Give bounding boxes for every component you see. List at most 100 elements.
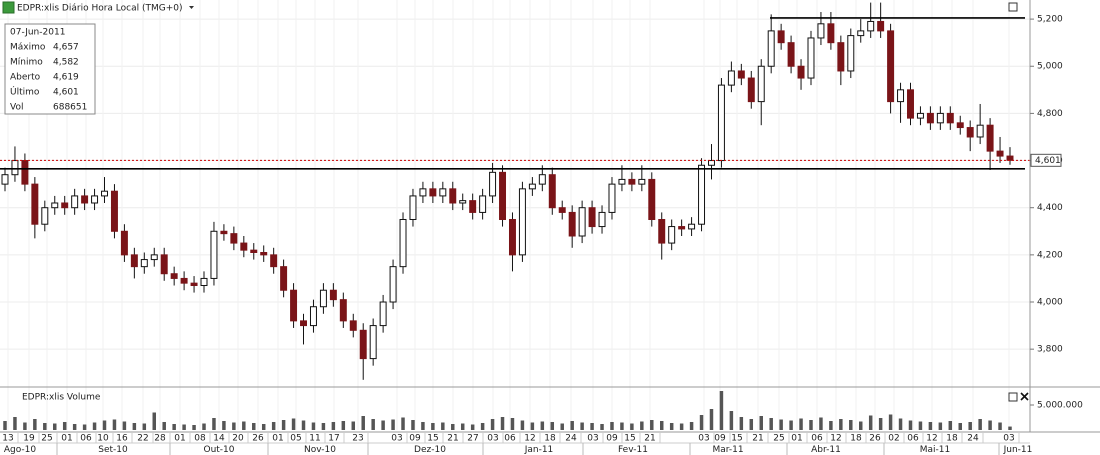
x-tick-label: 13	[2, 434, 13, 444]
x-month-label: Fev-11	[618, 445, 648, 455]
volume-bar	[689, 422, 694, 430]
candle-body	[558, 207, 566, 213]
y-tick-label: 4,000	[1037, 298, 1063, 308]
volume-bar	[341, 421, 346, 430]
volume-bar	[978, 419, 982, 430]
candle-body	[897, 89, 905, 103]
maximize-button[interactable]	[1008, 392, 1018, 402]
candle-body	[240, 242, 248, 251]
volume-bar	[908, 420, 913, 430]
info-value: 4,619	[53, 73, 79, 83]
x-tick-label: 24	[565, 434, 577, 444]
volume-bar	[998, 422, 1002, 430]
volume-bar	[13, 417, 17, 430]
candle-body	[787, 42, 795, 67]
volume-bar	[530, 422, 535, 430]
info-value: 688651	[53, 103, 87, 113]
volume-bar	[988, 420, 992, 430]
volume-bar	[550, 422, 555, 430]
volume-bar	[888, 414, 893, 430]
candle-body	[419, 188, 427, 197]
candle-body	[319, 289, 327, 308]
x-tick-label: 01	[791, 434, 802, 444]
candle-body	[548, 174, 556, 209]
volume-bar	[719, 391, 724, 430]
plot	[0, 2, 1030, 430]
x-tick-label: 03	[698, 434, 709, 444]
x-tick-label: 10	[97, 434, 109, 444]
candle-body	[966, 127, 974, 138]
candle-body	[200, 277, 208, 287]
volume-bar	[570, 421, 574, 430]
x-tick-label: 18	[850, 434, 862, 444]
volume-bar	[431, 423, 435, 430]
x-tick-label: 06	[504, 434, 516, 444]
candle-body	[907, 89, 914, 119]
volume-bar	[829, 421, 833, 430]
x-tick-label: 19	[23, 434, 35, 444]
x-tick-label: 05	[290, 434, 301, 444]
x-tick-label: 15	[427, 434, 438, 444]
candle-body	[867, 20, 875, 32]
candle-body	[499, 171, 507, 220]
candle-body	[280, 266, 288, 291]
volume-bar	[799, 418, 803, 430]
volume-bar	[3, 421, 7, 430]
y-tick-label: 5.000.000	[1037, 401, 1083, 411]
candle-body	[678, 226, 686, 230]
x-tick-label: 03	[391, 434, 402, 444]
volume-bar	[640, 421, 644, 430]
volume-bar	[560, 423, 564, 430]
candle-body	[668, 226, 676, 244]
candle-body	[489, 171, 497, 197]
candle-body	[518, 188, 526, 256]
x-month-label: Jan-11	[524, 445, 554, 455]
y-tick-label: 5,200	[1037, 15, 1063, 25]
volume-bar	[749, 419, 754, 430]
volume-bar	[162, 422, 166, 430]
volume-bar	[331, 422, 336, 430]
volume-bar	[669, 423, 674, 430]
candle-body	[469, 200, 477, 213]
candle-body	[449, 188, 457, 204]
x-tick-label: 17	[328, 434, 339, 444]
candle-body	[250, 249, 258, 254]
volume-bar	[600, 424, 604, 430]
candle-body	[708, 160, 715, 166]
x-tick-label: 16	[116, 434, 128, 444]
volume-title: EDPR:xlis Volume	[22, 393, 101, 403]
candle-body	[717, 84, 725, 162]
dropdown-arrow[interactable]	[189, 6, 194, 9]
candle-body	[688, 223, 696, 230]
candle-body	[439, 188, 447, 197]
volume-bar	[451, 424, 455, 430]
candle-body	[349, 320, 357, 331]
volume-bar	[391, 419, 395, 430]
volume-bar	[33, 419, 37, 430]
close-button[interactable]	[1020, 392, 1029, 401]
volume-bar	[212, 418, 216, 430]
volume-bar	[53, 423, 57, 430]
candle-body	[827, 23, 835, 44]
candle-body	[31, 183, 39, 225]
volume-bar	[729, 411, 734, 430]
volume-bar	[709, 409, 714, 430]
x-tick-label: 25	[773, 434, 784, 444]
candle-body	[588, 207, 596, 228]
candle-body	[339, 299, 347, 322]
volume-bar	[371, 419, 375, 430]
x-tick-label: 28	[154, 434, 166, 444]
candle-body	[379, 301, 387, 327]
volume-bar	[182, 424, 186, 430]
info-date: 07-Jun-2011	[10, 28, 65, 38]
volume-bar	[859, 421, 863, 430]
volume-bar	[192, 425, 196, 430]
candle-body	[170, 273, 178, 279]
volume-bar	[868, 415, 873, 430]
x-tick-label: 06	[907, 434, 919, 444]
x-tick-label: 18	[946, 434, 958, 444]
x-tick-label: 21	[752, 434, 763, 444]
maximize-button[interactable]	[1008, 2, 1018, 12]
info-label: Mínimo	[10, 58, 43, 68]
candle-body	[508, 218, 516, 256]
